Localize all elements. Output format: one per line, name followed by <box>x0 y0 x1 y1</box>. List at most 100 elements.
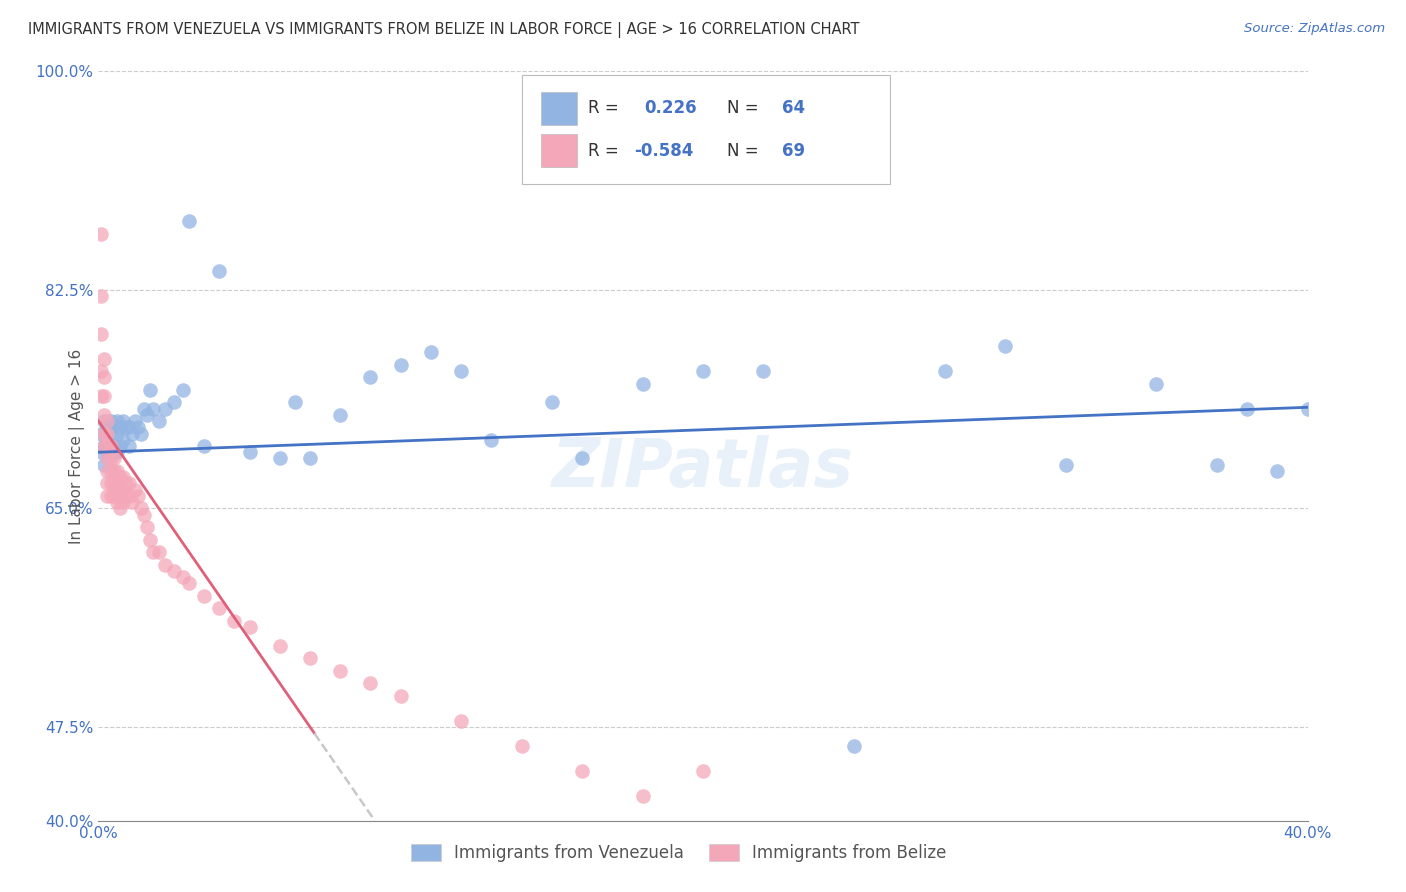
Point <box>111 495 134 509</box>
Point <box>1236 401 1258 416</box>
Point <box>96 476 118 491</box>
Point <box>100 439 122 453</box>
Point <box>93 414 115 428</box>
Point <box>193 439 215 453</box>
Point <box>93 426 115 441</box>
Point <box>129 426 152 441</box>
Text: Source: ZipAtlas.com: Source: ZipAtlas.com <box>1244 22 1385 36</box>
FancyBboxPatch shape <box>522 75 890 184</box>
Point <box>108 470 131 484</box>
Point <box>450 714 472 728</box>
Point <box>127 489 149 503</box>
Point <box>139 383 162 397</box>
Point <box>127 420 149 434</box>
Point <box>108 483 131 497</box>
Point <box>100 451 122 466</box>
Point <box>121 426 143 441</box>
Point <box>103 420 125 434</box>
Point <box>100 489 122 503</box>
Point <box>121 495 143 509</box>
Point <box>360 370 382 384</box>
Point <box>93 351 115 366</box>
Point <box>934 364 956 378</box>
Point <box>510 739 533 753</box>
Point <box>172 570 194 584</box>
Point <box>481 433 503 447</box>
Point <box>269 451 291 466</box>
Y-axis label: In Labor Force | Age > 16: In Labor Force | Age > 16 <box>69 349 84 543</box>
Point <box>179 576 201 591</box>
Point <box>135 520 157 534</box>
Point <box>129 501 152 516</box>
Point <box>994 339 1017 353</box>
Point <box>239 620 262 634</box>
Point <box>1054 458 1077 472</box>
Point <box>105 414 128 428</box>
Point <box>96 420 118 434</box>
Point <box>124 414 146 428</box>
Point <box>93 370 115 384</box>
Point <box>96 439 118 453</box>
Point <box>90 426 112 441</box>
Point <box>108 501 131 516</box>
Point <box>269 639 291 653</box>
Point <box>111 414 134 428</box>
Point <box>103 489 125 503</box>
Text: 69: 69 <box>782 142 804 160</box>
Point <box>540 395 562 409</box>
Point <box>389 358 412 372</box>
Point <box>111 433 134 447</box>
Point <box>100 439 122 453</box>
Point <box>118 420 141 434</box>
Point <box>100 476 122 491</box>
Point <box>139 533 162 547</box>
Point <box>114 476 136 491</box>
Point <box>90 364 112 378</box>
Point <box>844 739 866 753</box>
Legend: Immigrants from Venezuela, Immigrants from Belize: Immigrants from Venezuela, Immigrants fr… <box>404 837 953 869</box>
Point <box>299 451 322 466</box>
Point <box>172 383 194 397</box>
Point <box>103 464 125 478</box>
Point <box>108 439 131 453</box>
Point <box>208 601 231 615</box>
Point <box>90 227 112 241</box>
Point <box>105 445 128 459</box>
Point <box>93 389 115 403</box>
Text: 64: 64 <box>782 99 804 117</box>
Point <box>163 395 186 409</box>
Text: -0.584: -0.584 <box>634 142 693 160</box>
Point <box>96 439 118 453</box>
Point <box>124 483 146 497</box>
Point <box>90 389 112 403</box>
Point <box>96 433 118 447</box>
Point <box>100 426 122 441</box>
Point <box>96 426 118 441</box>
Point <box>299 651 322 665</box>
Point <box>105 426 128 441</box>
Point <box>631 789 654 803</box>
Point <box>93 408 115 422</box>
Point <box>692 364 714 378</box>
Point <box>148 545 170 559</box>
Point <box>93 458 115 472</box>
Point <box>208 264 231 278</box>
Point <box>631 376 654 391</box>
Point <box>692 764 714 778</box>
Text: ZIPatlas: ZIPatlas <box>553 435 853 501</box>
Point <box>114 420 136 434</box>
Point <box>118 439 141 453</box>
Point <box>105 470 128 484</box>
Point <box>118 476 141 491</box>
Point <box>193 589 215 603</box>
Point <box>148 414 170 428</box>
Text: R =: R = <box>588 142 624 160</box>
Text: IMMIGRANTS FROM VENEZUELA VS IMMIGRANTS FROM BELIZE IN LABOR FORCE | AGE > 16 CO: IMMIGRANTS FROM VENEZUELA VS IMMIGRANTS … <box>28 22 859 38</box>
Point <box>179 214 201 228</box>
Point <box>105 464 128 478</box>
Point <box>96 464 118 478</box>
Point <box>1144 376 1167 391</box>
Point <box>142 545 165 559</box>
Point <box>163 564 186 578</box>
Point <box>100 464 122 478</box>
